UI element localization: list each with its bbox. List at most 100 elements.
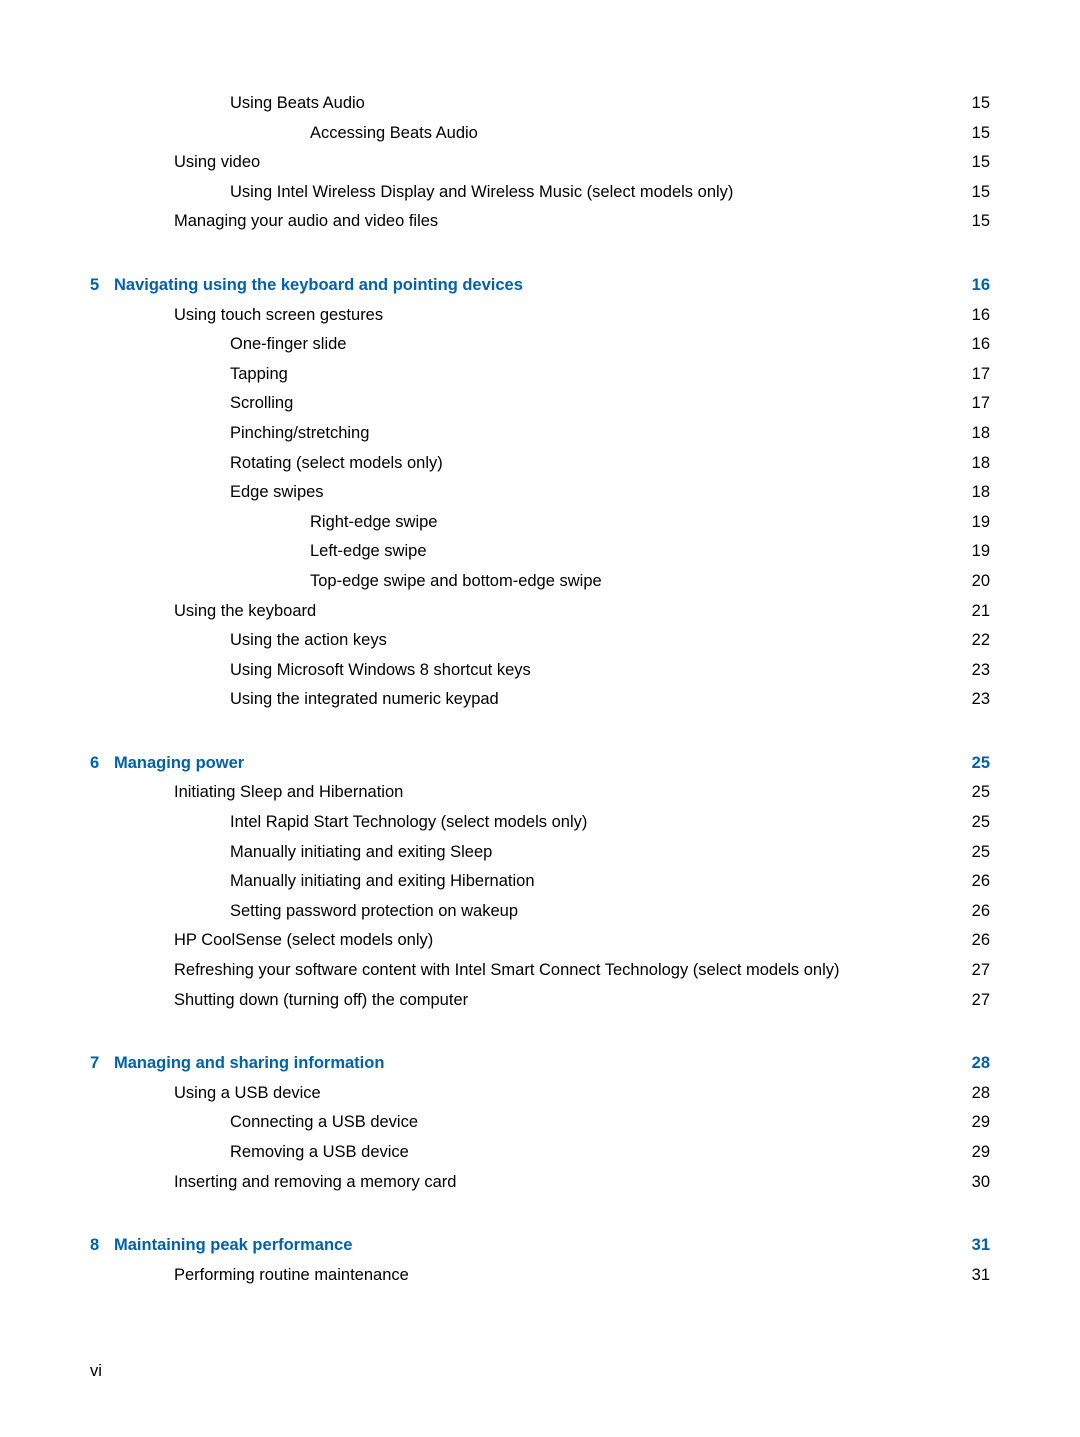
toc-entry[interactable]: Connecting a USB device 29: [230, 1111, 990, 1134]
toc-entry[interactable]: Using the action keys 22: [230, 629, 990, 652]
toc-entry-page: 19: [972, 511, 990, 534]
toc-entry-label: Left-edge swipe: [310, 540, 427, 563]
toc-entry-label: Pinching/stretching: [230, 422, 369, 445]
toc-chapter-number: 8: [90, 1234, 114, 1257]
toc-entry[interactable]: Using touch screen gestures 16: [174, 304, 990, 327]
toc-entry-label: Manually initiating and exiting Hibernat…: [230, 870, 535, 893]
toc-entry[interactable]: Top-edge swipe and bottom-edge swipe 20: [310, 570, 990, 593]
toc-entry-page: 15: [972, 210, 990, 233]
toc-entry[interactable]: Using the integrated numeric keypad 23: [230, 688, 990, 711]
toc-chapter-page: 25: [972, 752, 990, 775]
toc-entry-page: 30: [972, 1171, 990, 1194]
toc-entry-page: 28: [972, 1082, 990, 1105]
toc-entry[interactable]: Using Intel Wireless Display and Wireles…: [230, 181, 990, 204]
toc-chapter-label: 5Navigating using the keyboard and point…: [90, 274, 523, 297]
section-gap: [90, 718, 990, 752]
toc-entry[interactable]: Initiating Sleep and Hibernation 25: [174, 781, 990, 804]
toc-entry-page: 19: [972, 540, 990, 563]
toc-entry[interactable]: Using video 15: [174, 151, 990, 174]
toc-entry-label: Removing a USB device: [230, 1141, 409, 1164]
toc-entry[interactable]: Scrolling 17: [230, 392, 990, 415]
toc-chapter-label: 6Managing power: [90, 752, 244, 775]
section-gap: [90, 1018, 990, 1052]
toc-entry[interactable]: Rotating (select models only) 18: [230, 452, 990, 475]
toc-entry[interactable]: Managing your audio and video files 15: [174, 210, 990, 233]
toc-entry-page: 22: [972, 629, 990, 652]
toc-chapter-label: 7Managing and sharing information: [90, 1052, 384, 1075]
toc-entry-page: 23: [972, 659, 990, 682]
toc-entry[interactable]: Using the keyboard 21: [174, 600, 990, 623]
toc-entry-label: Connecting a USB device: [230, 1111, 418, 1134]
toc-container: Using Beats Audio 15 Accessing Beats Audi…: [90, 92, 990, 1287]
toc-entry[interactable]: Using a USB device 28: [174, 1082, 990, 1105]
toc-entry[interactable]: Right-edge swipe 19: [310, 511, 990, 534]
toc-entry-page: 29: [972, 1141, 990, 1164]
toc-entry[interactable]: Tapping 17: [230, 363, 990, 386]
toc-entry-label: Tapping: [230, 363, 288, 386]
toc-entry-label: Using touch screen gestures: [174, 304, 383, 327]
toc-entry-label: Using video: [174, 151, 260, 174]
toc-entry[interactable]: Using Microsoft Windows 8 shortcut keys …: [230, 659, 990, 682]
toc-chapter-heading[interactable]: 5Navigating using the keyboard and point…: [90, 274, 990, 297]
toc-entry-label: HP CoolSense (select models only): [174, 929, 433, 952]
toc-chapter-heading[interactable]: 7Managing and sharing information 28: [90, 1052, 990, 1075]
toc-entry[interactable]: Edge swipes 18: [230, 481, 990, 504]
toc-page: Using Beats Audio 15 Accessing Beats Audi…: [0, 0, 1080, 1437]
toc-entry-label: Manually initiating and exiting Sleep: [230, 841, 492, 864]
toc-entry-page: 16: [972, 333, 990, 356]
toc-entry[interactable]: Accessing Beats Audio 15: [310, 122, 990, 145]
page-number-roman: vi: [90, 1362, 102, 1380]
toc-entry-page: 20: [972, 570, 990, 593]
toc-entry-label: Right-edge swipe: [310, 511, 438, 534]
toc-entry-label: Performing routine maintenance: [174, 1264, 409, 1287]
toc-entry-label: Using Microsoft Windows 8 shortcut keys: [230, 659, 531, 682]
toc-entry[interactable]: HP CoolSense (select models only) 26: [174, 929, 990, 952]
section-gap: [90, 1200, 990, 1234]
toc-chapter-title: Managing power: [114, 754, 244, 772]
toc-chapter-number: 5: [90, 274, 114, 297]
toc-entry[interactable]: Shutting down (turning off) the computer…: [174, 989, 990, 1012]
toc-entry-page: 17: [972, 392, 990, 415]
toc-entry-label: Initiating Sleep and Hibernation: [174, 781, 403, 804]
toc-entry-page: 26: [972, 900, 990, 923]
toc-entry[interactable]: Left-edge swipe 19: [310, 540, 990, 563]
toc-entry-page: 31: [972, 1264, 990, 1287]
toc-entry[interactable]: Using Beats Audio 15: [230, 92, 990, 115]
toc-entry[interactable]: Pinching/stretching 18: [230, 422, 990, 445]
toc-entry-page: 27: [972, 989, 990, 1012]
toc-entry[interactable]: Manually initiating and exiting Hibernat…: [230, 870, 990, 893]
toc-chapter-number: 7: [90, 1052, 114, 1075]
toc-entry-page: 21: [972, 600, 990, 623]
toc-entry-page: 23: [972, 688, 990, 711]
toc-entry[interactable]: Setting password protection on wakeup 26: [230, 900, 990, 923]
section-gap: [90, 240, 990, 274]
toc-entry-page: 15: [972, 181, 990, 204]
toc-entry-label: Refreshing your software content with In…: [174, 959, 840, 982]
toc-entry[interactable]: Removing a USB device 29: [230, 1141, 990, 1164]
page-footer: vi: [90, 1362, 102, 1381]
toc-entry-label: Using Beats Audio: [230, 92, 365, 115]
toc-chapter-title: Navigating using the keyboard and pointi…: [114, 276, 523, 294]
toc-entry-label: Scrolling: [230, 392, 293, 415]
toc-entry-page: 26: [972, 870, 990, 893]
toc-entry-page: 15: [972, 92, 990, 115]
toc-entry[interactable]: One-finger slide 16: [230, 333, 990, 356]
toc-entry-label: Using the integrated numeric keypad: [230, 688, 499, 711]
toc-entry[interactable]: Refreshing your software content with In…: [174, 959, 990, 982]
toc-entry-label: Using Intel Wireless Display and Wireles…: [230, 181, 733, 204]
toc-entry[interactable]: Manually initiating and exiting Sleep 25: [230, 841, 990, 864]
toc-entry[interactable]: Intel Rapid Start Technology (select mod…: [230, 811, 990, 834]
toc-chapter-number: 6: [90, 752, 114, 775]
toc-chapter-title: Maintaining peak performance: [114, 1236, 352, 1254]
toc-chapter-page: 28: [972, 1052, 990, 1075]
toc-entry-label: One-finger slide: [230, 333, 346, 356]
toc-entry[interactable]: Inserting and removing a memory card 30: [174, 1171, 990, 1194]
toc-chapter-label: 8Maintaining peak performance: [90, 1234, 352, 1257]
toc-chapter-heading[interactable]: 6Managing power 25: [90, 752, 990, 775]
toc-entry[interactable]: Performing routine maintenance 31: [174, 1264, 990, 1287]
toc-entry-page: 25: [972, 781, 990, 804]
toc-entry-label: Setting password protection on wakeup: [230, 900, 518, 923]
toc-entry-page: 17: [972, 363, 990, 386]
toc-entry-label: Intel Rapid Start Technology (select mod…: [230, 811, 587, 834]
toc-chapter-heading[interactable]: 8Maintaining peak performance 31: [90, 1234, 990, 1257]
